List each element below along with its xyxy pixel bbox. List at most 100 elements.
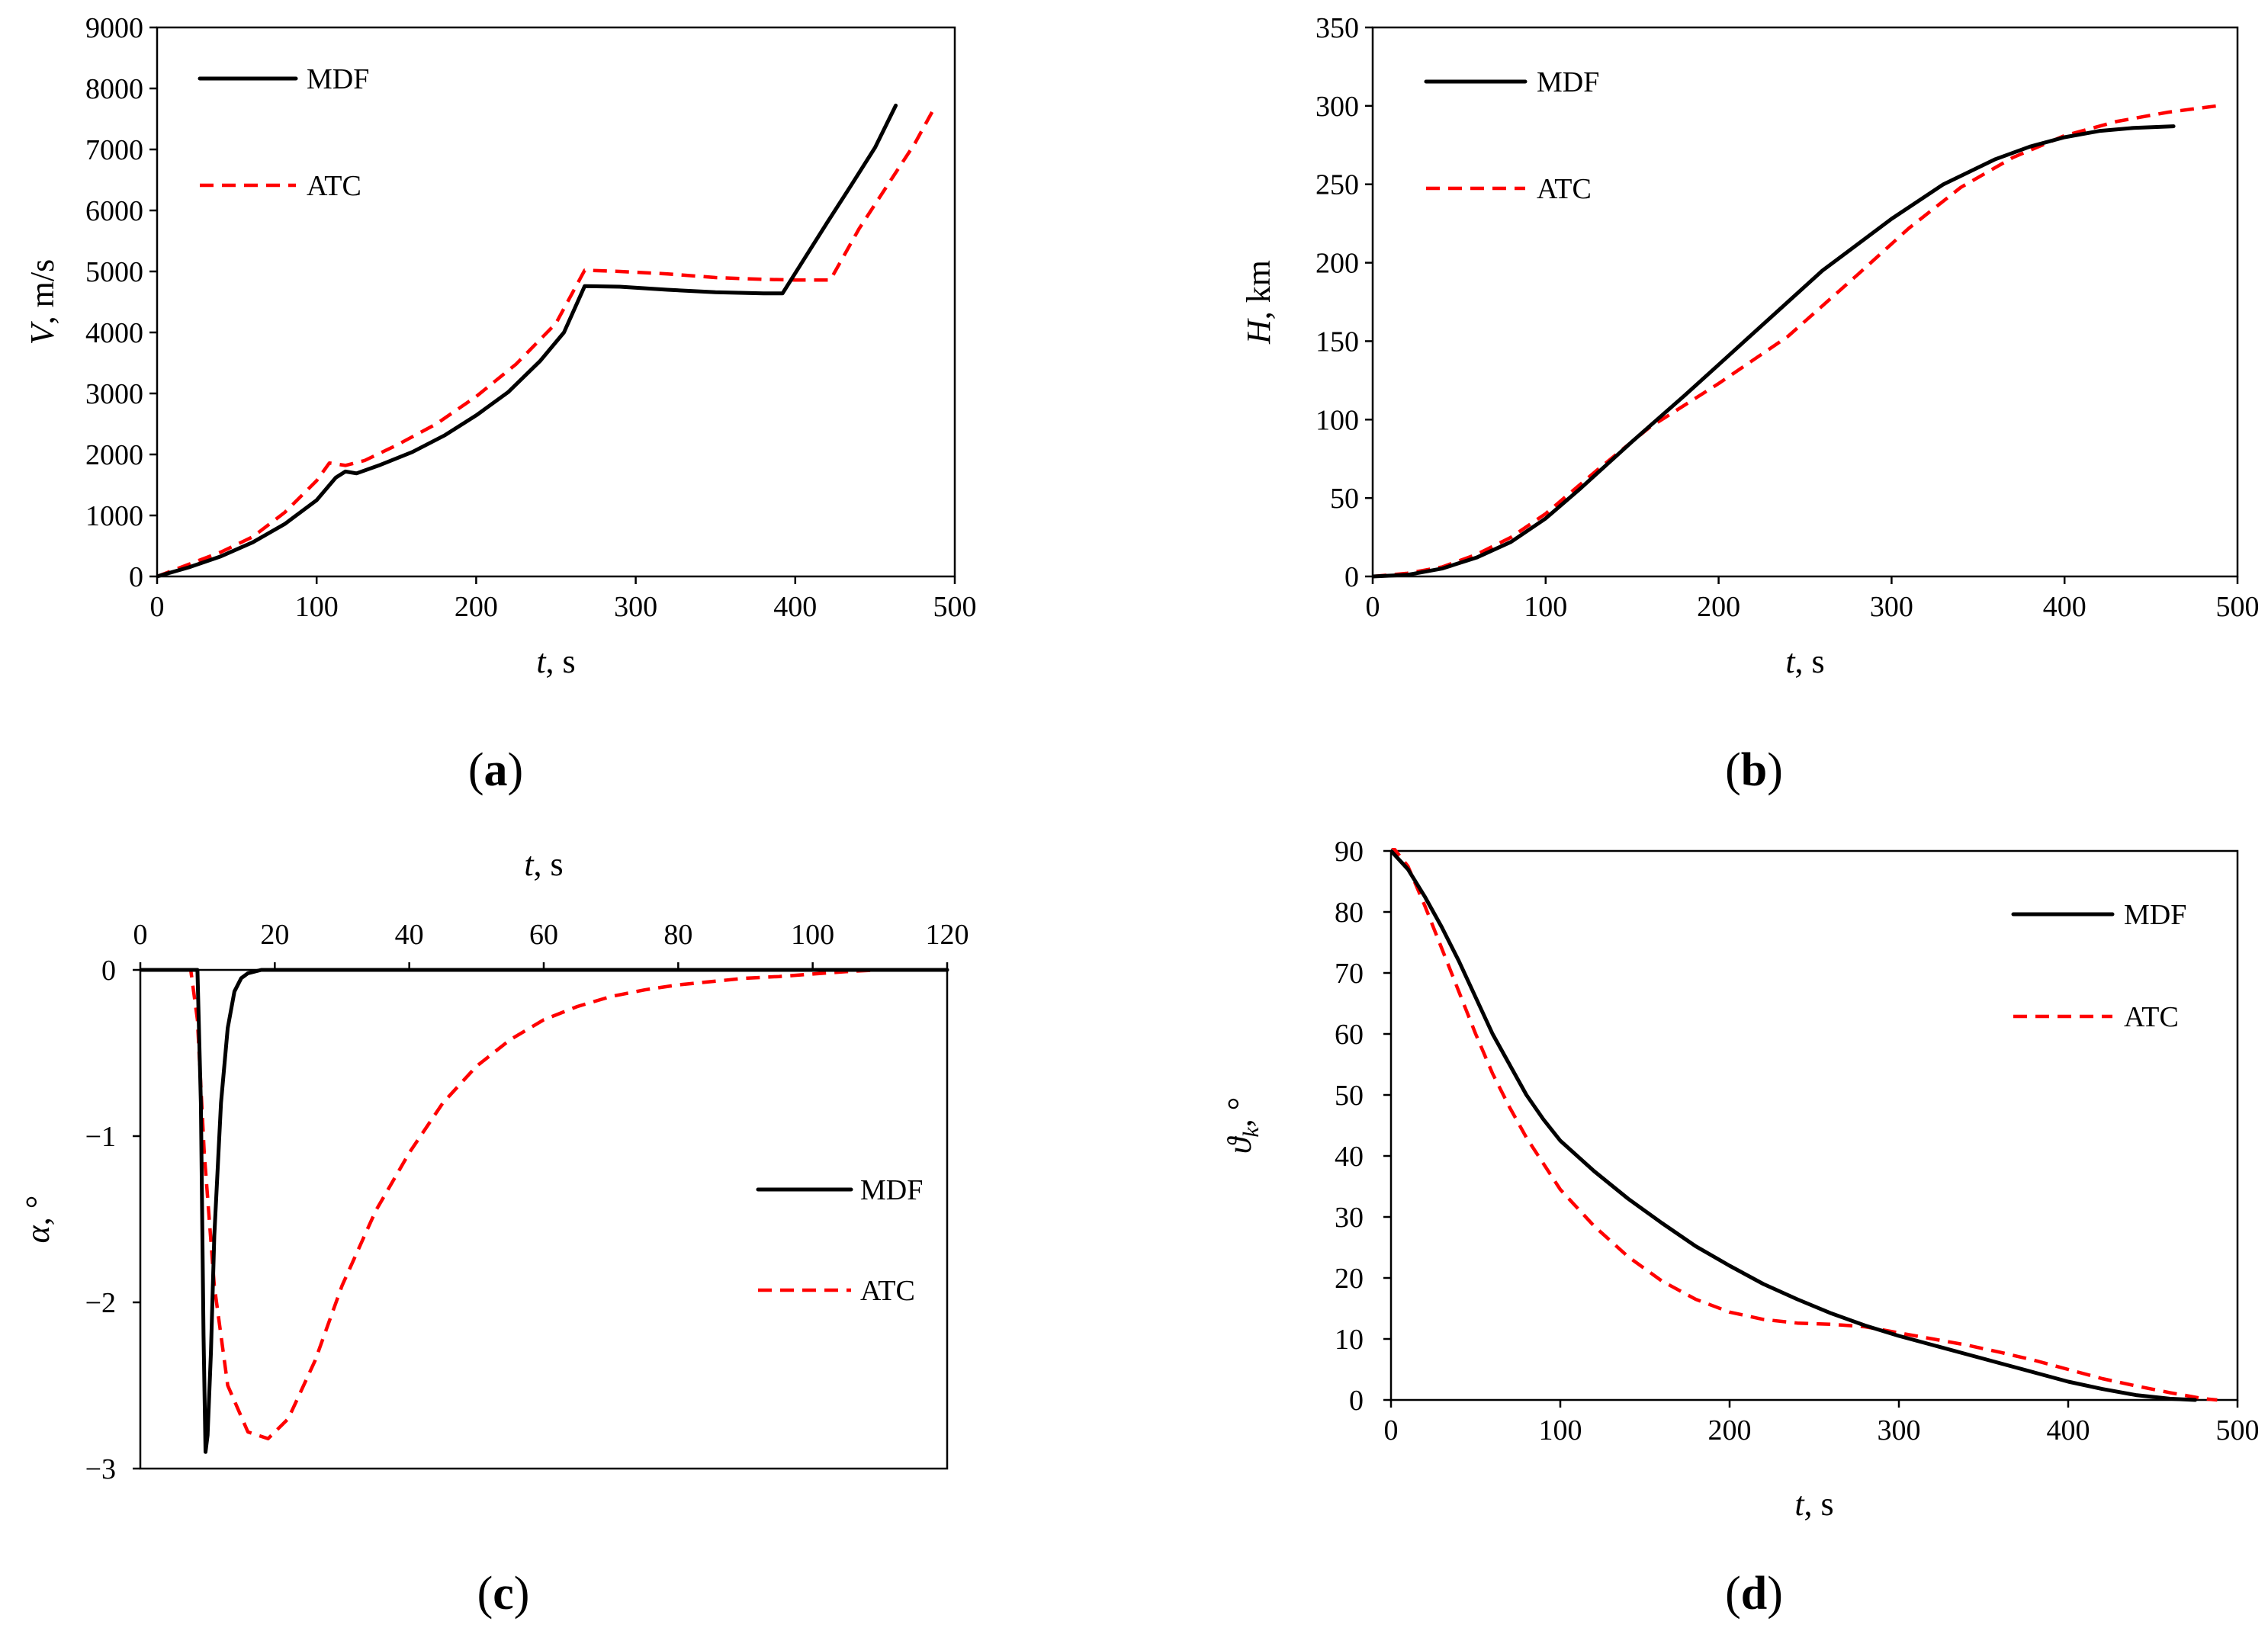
panel-label-letter: a	[484, 744, 508, 796]
y-tick-label: 5000	[85, 256, 143, 288]
series-line-mdf	[157, 103, 898, 579]
y-tick-label: 150	[1316, 326, 1359, 358]
y-axis-unit: , °	[1221, 1097, 1258, 1128]
y-tick-label: 100	[1316, 404, 1359, 436]
y-tick-label: −2	[85, 1287, 116, 1319]
x-tick-label: 400	[773, 591, 817, 623]
y-tick-label: 350	[1316, 12, 1359, 44]
y-tick-label: 30	[1335, 1202, 1364, 1234]
series-line-mdf	[1391, 849, 2197, 1402]
y-tick-label: 70	[1335, 958, 1364, 990]
chart-panel-d: 0 100 200 300 400 500 0 10 20 30 40 50 60 70 80 90 t, s ϑ…	[1221, 836, 2260, 1620]
x-tick-label: 400	[2047, 1414, 2090, 1446]
plot-frame	[139, 968, 949, 1470]
y-tick-label: 9000	[85, 12, 143, 44]
y-tick-label: 80	[1335, 897, 1364, 929]
x-axis-unit: , s	[1795, 643, 1825, 680]
y-tick-label: −3	[85, 1453, 116, 1485]
panel-label-close: )	[1767, 1568, 1783, 1620]
y-axis-unit: , m/s	[24, 259, 61, 325]
panel-label-open: (	[477, 1568, 493, 1620]
y-axis-unit: , km	[1240, 260, 1277, 319]
series-line-atc	[157, 104, 937, 579]
plot-frame	[1389, 849, 2239, 1401]
y-axis-var: α	[19, 1225, 56, 1243]
y-tick-label: 0	[1349, 1385, 1364, 1417]
x-tick-label: 100	[295, 591, 339, 623]
panel-label: (b)	[1725, 744, 1783, 796]
x-tick-label: 100	[791, 919, 834, 951]
legend-label-atc: ATC	[2124, 1001, 2179, 1033]
legend-label-mdf: MDF	[307, 63, 369, 95]
x-axis-var: t	[536, 643, 547, 680]
y-tick-label: 1000	[85, 500, 143, 532]
panel-label: (a)	[468, 744, 523, 796]
x-tick-label: 500	[2216, 591, 2260, 623]
y-axis-unit: , °	[19, 1196, 56, 1226]
y-tick-label: 4000	[85, 317, 143, 349]
series-line-mdf	[1373, 124, 2176, 579]
chart-panel-b: 0 100 200 300 400 500050100150200250300350t, …	[1240, 12, 2260, 796]
series-line-atc	[1391, 848, 2218, 1402]
x-tick-label: 500	[2216, 1414, 2260, 1446]
plot-frame	[1371, 26, 2239, 578]
y-tick-label: 50	[1335, 1080, 1364, 1112]
x-axis-unit: , s	[1804, 1485, 1834, 1523]
x-tick-label: 120	[926, 919, 969, 951]
x-tick-label: 100	[1524, 591, 1567, 623]
x-tick-label: 400	[2043, 591, 2086, 623]
panel-label-open: (	[1725, 1568, 1741, 1620]
legend-label-atc: ATC	[307, 170, 361, 202]
panel-label-letter: b	[1741, 744, 1767, 796]
panel-label-open: (	[468, 744, 484, 796]
y-tick-label: 2000	[85, 439, 143, 471]
legend-label-atc: ATC	[1537, 173, 1592, 205]
panel-label-open: (	[1725, 744, 1741, 796]
x-tick-label: 300	[1878, 1414, 1921, 1446]
x-tick-label: 200	[1708, 1414, 1752, 1446]
panel-label-close: )	[508, 744, 524, 796]
y-tick-label: 60	[1335, 1019, 1364, 1051]
y-tick-label: 6000	[85, 195, 143, 227]
x-axis-var: t	[1794, 1485, 1805, 1523]
legend-label-mdf: MDF	[2124, 899, 2186, 931]
y-tick-label: 3000	[85, 378, 143, 410]
series-line-atc	[140, 968, 947, 1441]
panel-label-close: )	[1767, 744, 1783, 796]
x-axis-label: t, s	[1794, 1485, 1833, 1523]
y-axis-label: ϑk, °	[1221, 1097, 1264, 1154]
series-line-atc	[1373, 104, 2218, 579]
x-tick-label: 200	[455, 591, 498, 623]
x-tick-label: 0	[1366, 591, 1380, 623]
x-tick-label: 200	[1697, 591, 1740, 623]
chart-panel-c: 0 20 40 60 80 100 120 0 −1 −2 −3 t, s α, ° MDF ATC (c)	[19, 846, 969, 1620]
x-tick-label: 80	[663, 919, 692, 951]
y-axis-label: α, °	[19, 1196, 56, 1244]
y-tick-label: 8000	[85, 73, 143, 105]
y-tick-label: 200	[1316, 248, 1359, 280]
panel-label-letter: d	[1741, 1568, 1767, 1620]
x-tick-label: 300	[614, 591, 657, 623]
x-axis-unit: , s	[534, 846, 564, 883]
x-axis-var: t	[524, 846, 535, 883]
y-tick-label: 90	[1335, 836, 1364, 868]
legend-label-mdf: MDF	[860, 1174, 923, 1206]
y-tick-label: 10	[1335, 1324, 1364, 1356]
legend-label-atc: ATC	[860, 1275, 915, 1307]
y-tick-label: 7000	[85, 134, 143, 166]
plot-frame	[156, 26, 956, 578]
y-axis-var: V	[24, 320, 61, 345]
y-tick-label: 20	[1335, 1263, 1364, 1295]
x-axis-var: t	[1785, 643, 1796, 680]
y-tick-label: 300	[1316, 91, 1359, 123]
panel-label-letter: c	[493, 1568, 514, 1620]
x-tick-label: 0	[1384, 1414, 1399, 1446]
x-tick-label: 20	[260, 919, 289, 951]
panel-label: (d)	[1725, 1568, 1783, 1620]
y-tick-label: 50	[1330, 483, 1359, 515]
y-axis-var: H	[1240, 318, 1277, 345]
y-tick-label: 250	[1316, 169, 1359, 201]
panel-label-close: )	[514, 1568, 530, 1620]
y-tick-label: 0	[101, 955, 116, 987]
